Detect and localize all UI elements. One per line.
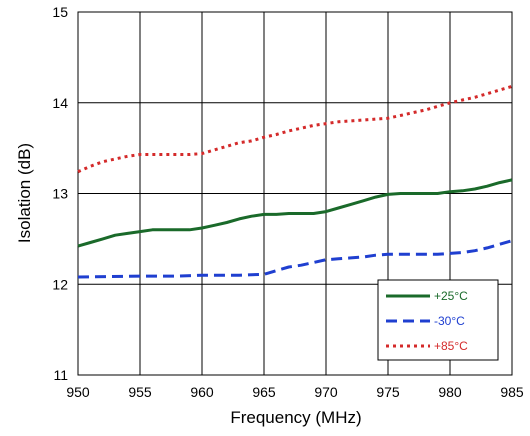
y-tick-label: 14 <box>52 95 68 111</box>
series-layer <box>77 84 513 279</box>
x-tick-label: 975 <box>376 384 400 400</box>
plot-frame <box>77 11 513 376</box>
x-tick-label: 955 <box>128 384 152 400</box>
series-line-1 <box>77 178 513 248</box>
x-axis-title: Frequency (MHz) <box>230 408 361 427</box>
legend-label-1: +25°C <box>434 289 468 303</box>
series-line-2 <box>77 239 513 279</box>
x-tick-label: 960 <box>190 384 214 400</box>
y-tick-label: 12 <box>52 276 68 292</box>
y-axis-title: Isolation (dB) <box>15 143 34 243</box>
legend-box <box>377 279 499 361</box>
series-line-3 <box>77 84 513 174</box>
x-tick-label: 950 <box>66 384 90 400</box>
y-tick-label: 11 <box>53 367 68 383</box>
legend-label-2: -30°C <box>434 314 465 328</box>
y-tick-labels: 11 12 13 14 15 <box>52 4 68 383</box>
legend-label-3: +85°C <box>434 339 468 353</box>
x-tick-label: 985 <box>500 384 524 400</box>
y-tick-label: 13 <box>52 186 68 202</box>
x-tick-label: 965 <box>252 384 276 400</box>
x-tick-labels: 950 955 960 965 970 975 980 985 <box>66 384 524 400</box>
legend: +25°C -30°C +85°C <box>377 279 499 361</box>
x-tick-label: 980 <box>438 384 462 400</box>
x-tick-label: 970 <box>314 384 338 400</box>
y-tick-label: 15 <box>52 4 68 20</box>
